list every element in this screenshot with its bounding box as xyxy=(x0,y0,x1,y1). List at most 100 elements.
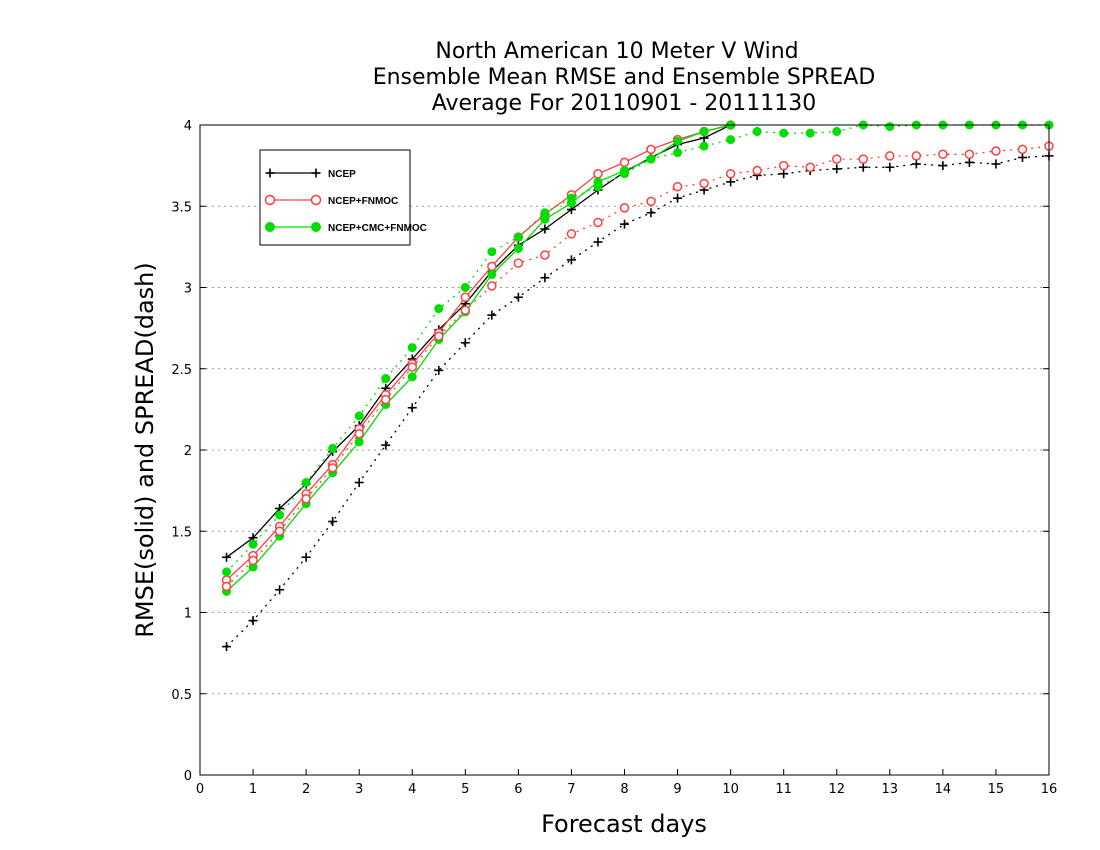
plus-marker xyxy=(513,292,523,302)
filled-circle-marker xyxy=(460,283,470,292)
open-circle-marker xyxy=(487,261,497,272)
x-axis-title: Forecast days xyxy=(541,810,707,838)
y-tick-label: 0 xyxy=(184,769,192,784)
series-line xyxy=(226,124,731,558)
open-circle-marker xyxy=(460,305,471,315)
x-tick-label: 16 xyxy=(1041,782,1058,797)
filled-circle-marker xyxy=(311,222,321,232)
plus-marker xyxy=(726,177,736,187)
filled-circle-marker xyxy=(301,478,311,487)
open-circle-marker xyxy=(911,151,922,161)
open-circle-marker xyxy=(752,165,762,176)
open-circle-marker xyxy=(274,526,285,536)
title-line-1: North American 10 Meter V Wind xyxy=(435,39,798,64)
x-tick-label: 13 xyxy=(882,782,899,797)
open-circle-marker xyxy=(593,217,603,228)
open-circle-marker xyxy=(885,151,895,161)
filled-circle-marker xyxy=(699,141,709,151)
plus-marker xyxy=(222,642,232,652)
plus-marker xyxy=(540,273,550,283)
plus-marker xyxy=(620,219,629,229)
y-tick-label: 1.5 xyxy=(171,525,192,540)
plus-marker xyxy=(328,517,338,526)
x-axis: 0 1 2 3 4 5 6 7 8 9 10 11 12 13 14 15 16 xyxy=(196,769,1057,797)
open-circle-marker xyxy=(248,555,258,566)
open-circle-marker xyxy=(487,281,497,291)
plus-marker xyxy=(265,168,275,178)
filled-circle-marker xyxy=(752,127,762,136)
plus-marker xyxy=(301,552,311,562)
open-circle-marker xyxy=(540,250,550,260)
legend-entry: NCEP xyxy=(265,168,356,180)
filled-circle-marker xyxy=(646,154,656,164)
series-spread-ncep xyxy=(222,151,1054,652)
open-circle-marker xyxy=(407,362,417,372)
legend-label: NCEP xyxy=(328,169,356,180)
legend-label: NCEP+CMC+FNMOC xyxy=(328,223,427,234)
filled-circle-marker xyxy=(513,244,523,253)
open-circle-marker xyxy=(778,160,789,171)
plus-marker xyxy=(248,616,258,626)
filled-circle-marker xyxy=(328,443,338,453)
filled-circle-marker xyxy=(832,127,842,136)
filled-circle-marker xyxy=(354,437,364,447)
open-circle-marker xyxy=(619,157,630,168)
filled-circle-marker xyxy=(540,208,550,218)
open-circle-marker xyxy=(513,258,524,268)
y-tick-label: 1 xyxy=(184,607,192,622)
y-tick-label: 2.5 xyxy=(171,363,192,378)
open-circle-marker xyxy=(858,154,869,164)
plus-marker xyxy=(911,159,921,169)
open-circle-marker xyxy=(434,331,444,341)
open-circle-marker xyxy=(380,394,391,405)
plus-marker xyxy=(222,552,232,562)
filled-circle-marker xyxy=(566,193,576,203)
open-circle-marker xyxy=(938,149,948,159)
chart-title: North American 10 Meter V Wind Ensemble … xyxy=(373,39,876,116)
plus-marker xyxy=(593,237,603,247)
open-circle-marker xyxy=(619,203,630,213)
open-circle-marker xyxy=(964,149,975,159)
filled-circle-marker xyxy=(779,128,789,138)
x-tick-label: 5 xyxy=(461,782,469,797)
legend-entry: NCEP+CMC+FNMOC xyxy=(265,222,427,234)
open-circle-marker xyxy=(593,169,603,179)
y-tick-label: 2 xyxy=(184,444,192,459)
filled-circle-marker xyxy=(381,374,391,383)
x-tick-label: 9 xyxy=(673,782,681,797)
x-tick-label: 1 xyxy=(249,782,257,797)
plus-marker xyxy=(434,365,444,375)
x-tick-label: 4 xyxy=(408,782,416,797)
open-circle-marker xyxy=(672,182,683,192)
open-circle-marker xyxy=(725,169,736,179)
x-tick-label: 11 xyxy=(775,782,792,797)
open-circle-marker xyxy=(646,144,656,155)
filled-circle-marker xyxy=(222,567,232,577)
y-tick-label: 3.5 xyxy=(171,200,192,215)
filled-circle-marker xyxy=(275,510,285,520)
plus-marker xyxy=(275,585,285,595)
x-tick-label: 3 xyxy=(355,782,363,797)
series-spread-ncep-fnmoc xyxy=(221,141,1054,592)
x-tick-label: 0 xyxy=(196,782,204,797)
plus-marker xyxy=(381,440,391,450)
open-circle-marker xyxy=(1017,144,1028,155)
plus-marker xyxy=(964,157,974,167)
open-circle-marker xyxy=(991,146,1001,156)
filled-circle-marker xyxy=(593,182,603,192)
plus-marker xyxy=(460,338,470,348)
filled-circle-marker xyxy=(673,136,683,146)
plus-marker xyxy=(646,208,656,218)
legend-label: NCEP+FNMOC xyxy=(328,196,398,207)
plus-marker xyxy=(673,193,683,203)
plus-marker xyxy=(832,164,842,174)
open-circle-marker xyxy=(460,292,471,302)
open-circle-marker xyxy=(354,429,364,439)
open-circle-marker xyxy=(310,194,322,206)
open-circle-marker xyxy=(264,194,276,206)
x-tick-label: 12 xyxy=(828,782,845,797)
filled-circle-marker xyxy=(699,127,709,136)
plus-marker xyxy=(354,478,364,487)
y-axis-title: RMSE(solid) and SPREAD(dash) xyxy=(131,262,159,638)
